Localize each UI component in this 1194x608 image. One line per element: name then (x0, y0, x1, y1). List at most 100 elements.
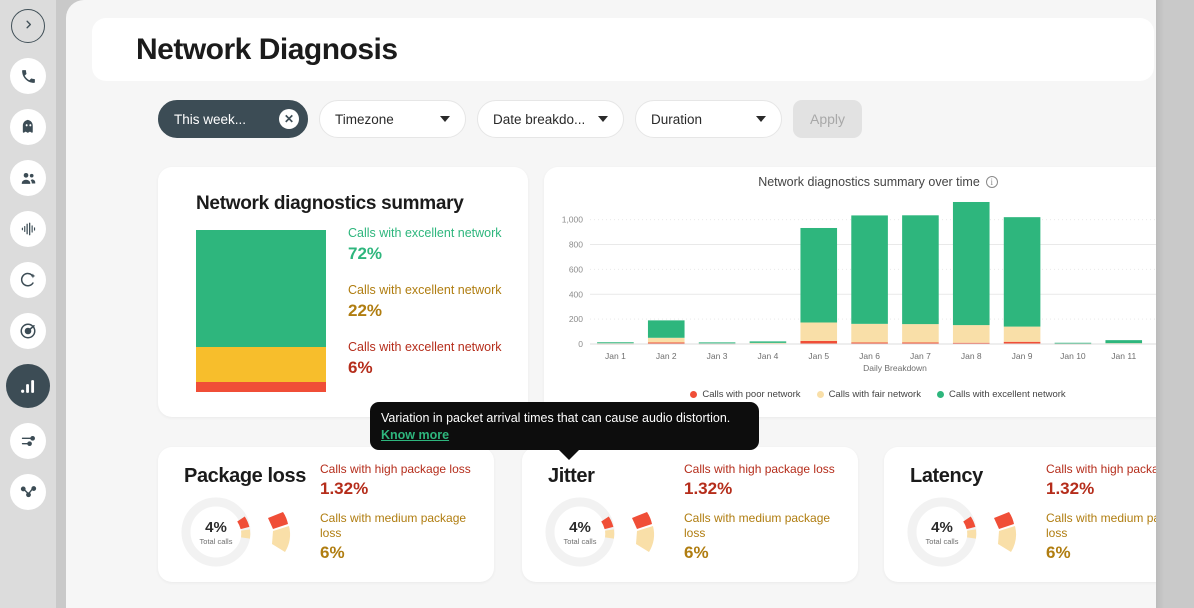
moon-sparkle-icon (19, 271, 37, 289)
legend-swatch (816, 391, 824, 398)
chart-bar-segment[interactable] (1105, 340, 1143, 344)
metric-stat-item: Calls with medium package loss 6% (320, 511, 488, 563)
chart-bar-segment[interactable] (902, 342, 939, 344)
chart-bar-segment[interactable] (749, 341, 787, 343)
summary-legend-item: Calls with excellent network 6% (348, 339, 528, 378)
exploded-slice-high[interactable] (268, 512, 288, 529)
summary-legend-value: 6% (348, 358, 373, 377)
exploded-slice-medium[interactable] (272, 526, 291, 552)
sidebar-item-targets[interactable] (10, 313, 46, 349)
x-axis-tick-label: Jan 4 (758, 351, 779, 361)
sidebar-item-calls[interactable] (10, 58, 46, 94)
chart-bar-segment[interactable] (800, 340, 838, 344)
sidebar-item-analytics[interactable] (6, 364, 50, 408)
chart-bar-segment[interactable] (1003, 341, 1041, 344)
chart-bar-segment[interactable] (952, 342, 990, 344)
summary-legend-label: Calls with excellent network (348, 340, 502, 354)
filter-duration[interactable]: Duration (635, 100, 782, 138)
window-edge-shadow (1156, 0, 1164, 608)
summary-legend-list: Calls with excellent network 72% Calls wit… (348, 225, 528, 378)
donut-high-arc (963, 516, 976, 530)
sidebar-item-insights[interactable] (10, 262, 46, 298)
exploded-slice-high[interactable] (632, 512, 652, 529)
metric-stat-item: Calls with high package loss 1.32% (320, 462, 488, 499)
x-axis-title: Daily Breakdown (863, 363, 927, 373)
metric-stat-value: 6% (320, 543, 345, 562)
chart-bar-segment[interactable] (647, 337, 685, 343)
chart-legend-item[interactable]: Calls with fair network (816, 389, 921, 400)
chart-bar-segment[interactable] (851, 215, 888, 324)
sidebar-item-people[interactable] (10, 160, 46, 196)
tooltip-arrow (558, 449, 580, 460)
metric-stat-value: 6% (1046, 543, 1071, 562)
exploded-slice-high[interactable] (994, 512, 1014, 529)
chart-bar-segment[interactable] (647, 342, 685, 344)
summary-bar-segment (196, 230, 326, 347)
chart-bar-segment[interactable] (647, 320, 685, 338)
chart-bar-segment[interactable] (902, 324, 939, 343)
chart-legend-item[interactable]: Calls with poor network (690, 389, 801, 400)
x-axis-tick-label: Jan 6 (859, 351, 880, 361)
chevron-down-icon (756, 116, 766, 122)
chart-bar-segment[interactable] (952, 201, 990, 326)
share-nodes-icon (19, 484, 38, 501)
summary-legend-item: Calls with excellent network 22% (348, 282, 528, 321)
sidebar-item-assistant[interactable] (10, 109, 46, 145)
tooltip-know-more-link[interactable]: Know more (381, 428, 450, 442)
target-radar-icon (19, 322, 37, 340)
summary-stacked-bar (196, 230, 326, 392)
legend-swatch (690, 391, 698, 398)
waveform-icon (19, 221, 38, 237)
sidebar-item-audio[interactable] (10, 211, 46, 247)
chart-bar-segment[interactable] (1054, 342, 1092, 344)
donut-high-arc (601, 516, 614, 530)
metric-card-title: Jitter (548, 465, 595, 487)
people-icon (19, 170, 38, 187)
chart-bar-segment[interactable] (800, 322, 838, 341)
metric-stat-value: 6% (684, 543, 709, 562)
info-icon[interactable]: i (985, 176, 998, 188)
y-axis-tick-label: 400 (569, 289, 583, 299)
chart-bar-segment[interactable] (1003, 326, 1041, 342)
chart-bar-segment[interactable] (749, 342, 787, 344)
apply-button[interactable]: Apply (793, 100, 862, 138)
metric-stat-label: Calls with high package loss (684, 462, 835, 476)
metric-card-package-loss: Package loss 4% Total calls Calls with high… (158, 447, 494, 582)
x-axis-tick-label: Jan 3 (707, 351, 728, 361)
legend-label: Calls with poor network (702, 389, 801, 400)
summary-legend-value: 72% (348, 244, 383, 263)
filter-date-chip[interactable]: This week... ✕ (158, 100, 308, 138)
metric-stat-item: Calls with medium package loss 6% (1046, 511, 1156, 563)
chart-bar-segment[interactable] (698, 342, 736, 344)
sidebar-item-settings[interactable] (10, 423, 46, 459)
bar-chart-icon (19, 377, 38, 396)
summary-legend-item: Calls with excellent network 72% (348, 225, 528, 264)
chart-bar-segment[interactable] (1003, 217, 1041, 327)
chart-bar-segment[interactable] (952, 325, 990, 343)
filter-timezone[interactable]: Timezone (319, 100, 466, 138)
exploded-slice-medium[interactable] (636, 526, 655, 552)
chart-bar-segment[interactable] (851, 323, 888, 343)
metric-card-jitter: Jitter 4% Total calls Calls with high packa… (522, 447, 858, 582)
chart-bar-segment[interactable] (902, 215, 939, 325)
filter-duration-label: Duration (651, 111, 703, 127)
sidebar (0, 0, 56, 608)
chart-bar-segment[interactable] (597, 342, 634, 344)
chart-bar-segment[interactable] (800, 227, 838, 323)
exploded-slice-medium[interactable] (998, 526, 1017, 552)
jitter-tooltip: Variation in packet arrival times that c… (370, 402, 759, 460)
chart-bar-segment[interactable] (851, 342, 888, 344)
summary-legend-label: Calls with excellent network (348, 226, 502, 240)
y-axis-tick-label: 200 (569, 314, 583, 324)
timeseries-card-title: Network diagnostics summary over time i (544, 175, 1156, 189)
x-axis-tick-label: Jan 10 (1060, 351, 1086, 361)
sidebar-item-integrations[interactable] (10, 474, 46, 510)
filter-date-breakdown[interactable]: Date breakdo... (477, 100, 624, 138)
chevron-down-icon (598, 116, 608, 122)
close-circle-icon[interactable]: ✕ (279, 109, 299, 129)
chart-legend-item[interactable]: Calls with excellent network (936, 389, 1066, 400)
filter-date-breakdown-label: Date breakdo... (493, 111, 586, 127)
sidebar-expand-button[interactable] (11, 9, 45, 43)
